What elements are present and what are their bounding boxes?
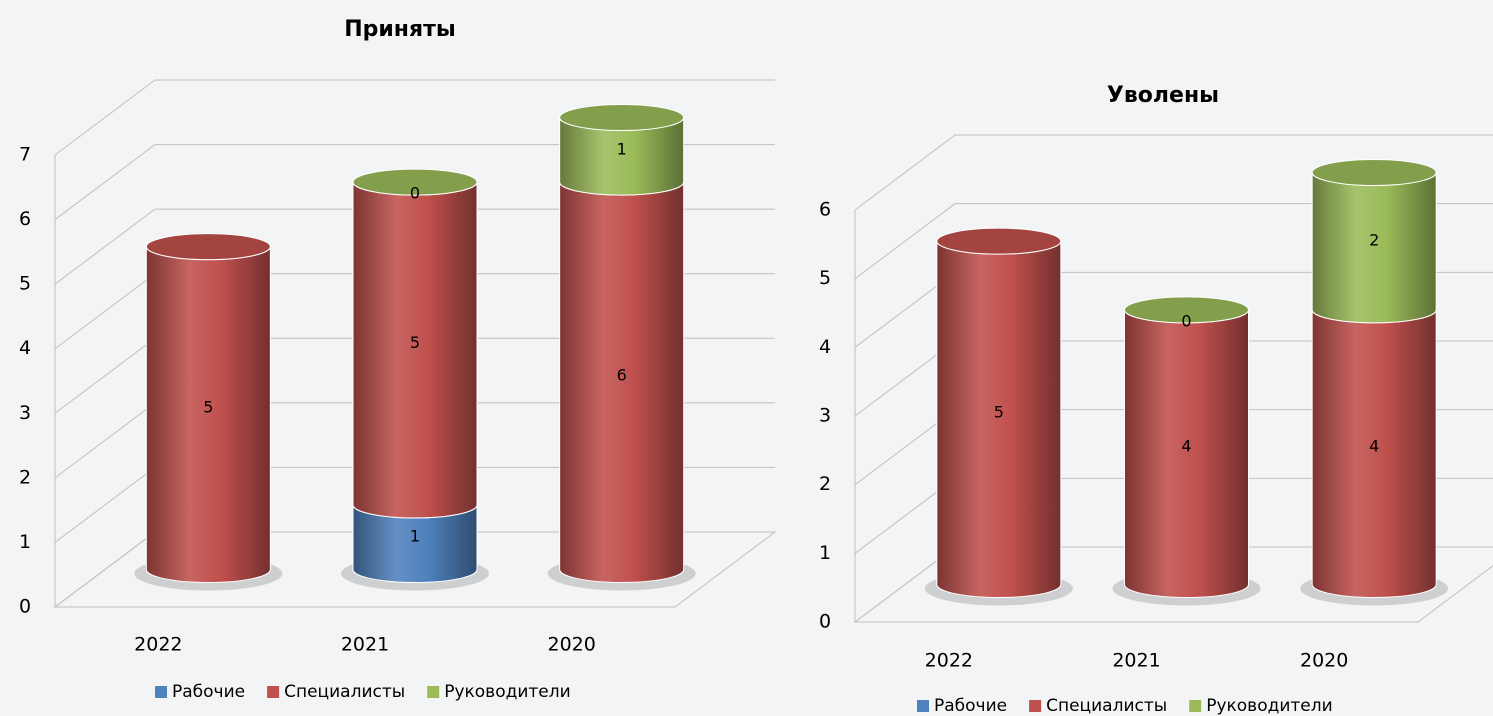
bar-cap: [1124, 296, 1249, 324]
x-tick-label: 2021: [1112, 650, 1160, 672]
y-tick-label: 2: [19, 466, 31, 488]
legend-swatch: [1189, 700, 1202, 712]
x-tick-label: 2020: [547, 634, 595, 656]
y-tick-label: 5: [19, 273, 31, 295]
y-tick-label: 4: [19, 337, 31, 359]
y-tick-label: 0: [819, 611, 831, 633]
bar-top: [936, 227, 1062, 255]
y-tick-label: 4: [819, 336, 831, 358]
y-tick-label: 6: [19, 208, 31, 230]
data-label: 4: [1369, 437, 1379, 456]
grid-line: [854, 134, 1493, 211]
legend-label: Специалисты: [1046, 696, 1167, 716]
legend-swatch: [267, 686, 280, 698]
data-label: 0: [410, 184, 420, 203]
data-label: 0: [1181, 311, 1191, 330]
data-label: 1: [617, 139, 627, 158]
legend-swatch: [917, 700, 929, 712]
data-label: 1: [410, 527, 420, 546]
data-label: 5: [994, 402, 1004, 421]
legend-label: Рабочие: [172, 682, 245, 702]
y-tick-label: 6: [819, 199, 831, 221]
data-label: 5: [410, 333, 420, 352]
data-label: 5: [203, 398, 213, 417]
data-label: 2: [1369, 231, 1379, 250]
data-label: 4: [1181, 437, 1191, 456]
y-tick-label: 3: [19, 402, 31, 424]
legend-swatch: [1029, 700, 1042, 712]
legend-swatch: [427, 686, 440, 698]
bar-top: [1311, 159, 1437, 186]
y-tick-label: 5: [819, 267, 831, 289]
legend-label: Руководители: [444, 682, 570, 702]
x-tick-label: 2022: [134, 634, 182, 656]
y-tick-label: 7: [19, 144, 31, 166]
bar-cap: [352, 168, 478, 196]
chart-title: Уволены: [1107, 83, 1219, 108]
grid-line: [54, 79, 775, 156]
y-tick-label: 0: [19, 596, 31, 618]
legend-label: Специалисты: [284, 682, 405, 702]
chart-title: Приняты: [344, 17, 456, 42]
x-tick-label: 2020: [1300, 650, 1348, 672]
legend-label: Рабочие: [934, 696, 1007, 716]
y-tick-label: 3: [819, 405, 831, 427]
bar-top: [559, 104, 685, 131]
y-tick-label: 1: [819, 542, 831, 564]
y-tick-label: 2: [819, 473, 831, 495]
bar-top: [145, 233, 271, 261]
data-label: 6: [617, 365, 627, 384]
x-tick-label: 2021: [341, 634, 389, 656]
legend-swatch: [155, 686, 167, 698]
y-tick-label: 1: [19, 531, 31, 553]
x-tick-label: 2022: [925, 650, 973, 672]
legend-label: Руководители: [1206, 696, 1332, 716]
